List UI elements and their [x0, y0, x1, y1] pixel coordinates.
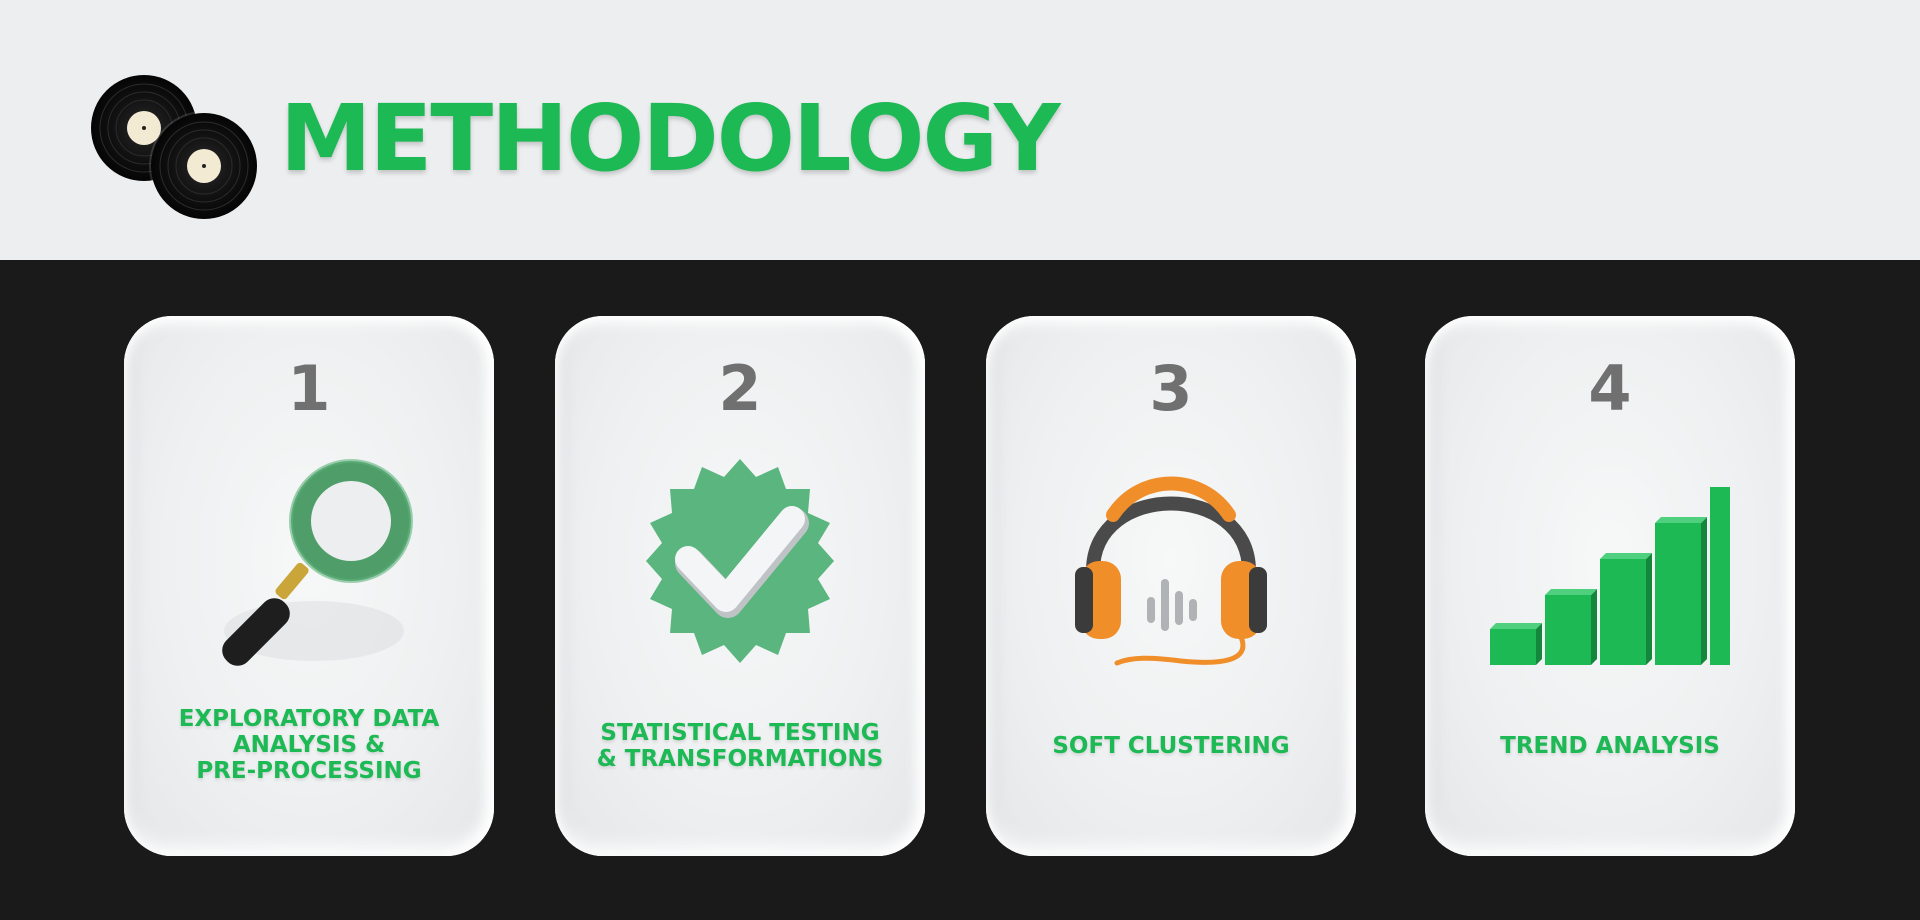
headphones-icon — [1075, 476, 1267, 666]
page-title: METHODOLOGY — [280, 85, 1061, 192]
magnifying-glass-icon — [222, 459, 413, 666]
step-label: TREND ANALYSIS — [1500, 733, 1720, 759]
step-number: 1 — [287, 352, 331, 425]
step-number: 3 — [1149, 352, 1193, 425]
step-card-2: 2 STATISTICAL TESTING & TRANSFORMATIONS — [555, 316, 925, 856]
step-card-1: 1 EXPLORATORY DATA ANALYSIS & PRE-PROCES… — [124, 316, 494, 856]
step-card-3: 3 SOFT CLUSTERING — [986, 316, 1356, 856]
verified-badge-icon — [646, 459, 834, 663]
step-label: EXPLORATORY DATA ANALYSIS & PRE-PROCESSI… — [178, 706, 440, 784]
header: METHODOLOGY — [0, 0, 1920, 260]
step-label: STATISTICAL TESTING & TRANSFORMATIONS — [596, 720, 884, 772]
step-number: 4 — [1588, 352, 1632, 425]
step-card-4: 4 TREND ANALYSIS — [1425, 316, 1795, 856]
step-label: SOFT CLUSTERING — [1052, 733, 1290, 759]
vinyl-records-icon — [91, 75, 259, 221]
bar-chart-icon — [1490, 487, 1730, 665]
step-number: 2 — [718, 352, 762, 425]
